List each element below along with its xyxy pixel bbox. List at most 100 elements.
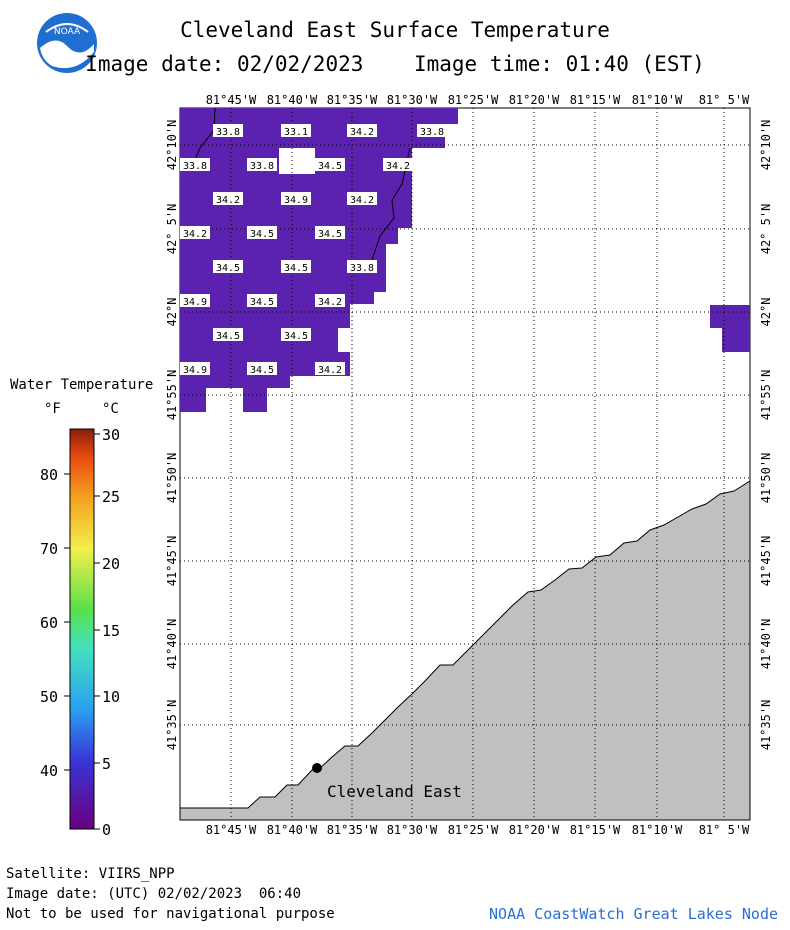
longitude-label: 81° 5'W <box>699 823 750 837</box>
reading-label: 33.8 <box>420 127 444 138</box>
latitude-label: 42°N <box>165 298 179 327</box>
disclaimer: Not to be used for navigational purpose <box>6 906 335 922</box>
reading-label: 33.8 <box>183 161 207 172</box>
reading-label: 34.5 <box>250 229 274 240</box>
longitude-label: 81°25'W <box>448 823 499 837</box>
station-label: Cleveland East <box>327 782 462 801</box>
coastline-east <box>371 147 411 261</box>
utc-date-label: Image date: (UTC) 02/02/2023 06:40 <box>6 886 302 902</box>
reading-label-box <box>347 124 377 137</box>
reading-label-box <box>281 124 311 137</box>
image-date-line: Image date: 02/02/2023 Image time: 01:40… <box>0 52 790 76</box>
latitude-label: 41°35'N <box>165 700 179 751</box>
longitude-label: 81°10'W <box>632 823 683 837</box>
data-gap <box>279 148 315 174</box>
station-marker[interactable] <box>312 763 322 773</box>
reading-label-box <box>315 158 345 171</box>
reading-label-box <box>213 124 243 137</box>
legend-label-c: 0 <box>102 821 111 839</box>
latitude-label: 42°10'N <box>759 120 773 171</box>
reading-label-box <box>315 226 345 239</box>
water-temperature-area <box>180 108 750 412</box>
map-grid <box>180 108 750 820</box>
reading-label: 33.8 <box>250 161 274 172</box>
legend-label-c: 10 <box>102 688 120 706</box>
latitude-labels-left: 42°10'N 42° 5'N 42°N 41°55'N 41°50'N 41°45'N 4… <box>165 120 179 751</box>
longitude-label: 81°20'W <box>509 93 560 107</box>
longitude-label: 81°30'W <box>387 823 438 837</box>
reading-label-box <box>281 328 311 341</box>
longitude-labels-top: 81°45'W 81°40'W 81°35'W 81°30'W 81°25'W 81°20… <box>206 93 750 107</box>
reading-label: 34.9 <box>183 365 207 376</box>
noaa-logo-icon: NOAA <box>36 12 98 74</box>
longitude-label: 81°20'W <box>509 823 560 837</box>
latitude-label: 42° 5'N <box>759 204 773 255</box>
latitude-label: 41°45'N <box>165 536 179 587</box>
satellite-label: Satellite: VIIRS_NPP <box>6 866 175 882</box>
legend-label-f: 60 <box>40 614 58 632</box>
longitude-label: 81°35'W <box>327 823 378 837</box>
longitude-label: 81°25'W <box>448 93 499 107</box>
reading-label: 34.5 <box>284 263 308 274</box>
reading-label: 34.2 <box>350 195 374 206</box>
reading-label: 34.5 <box>284 331 308 342</box>
reading-label-box <box>347 260 377 273</box>
reading-label-box <box>383 158 413 171</box>
reading-label-box <box>281 192 311 205</box>
credit-link[interactable]: NOAA CoastWatch Great Lakes Node <box>489 905 778 923</box>
latitude-label: 42°10'N <box>165 120 179 171</box>
reading-label-box <box>247 362 277 375</box>
coastline-north <box>194 107 216 161</box>
logo-text: NOAA <box>54 27 81 37</box>
longitude-label: 81°15'W <box>570 823 621 837</box>
reading-label: 34.5 <box>216 331 240 342</box>
legend-unit-f: °F <box>44 401 61 417</box>
legend-label-c: 20 <box>102 555 120 573</box>
latitude-label: 41°55'N <box>759 370 773 421</box>
legend-label-f: 70 <box>40 540 58 558</box>
temperature-readings: 33.8 33.1 34.2 33.8 33.8 33.8 34.5 34.2 34.2 34.9… <box>180 124 447 376</box>
latitude-label: 41°55'N <box>165 370 179 421</box>
longitude-label: 81°40'W <box>267 823 318 837</box>
reading-label: 33.1 <box>284 127 308 138</box>
reading-label: 34.2 <box>386 161 410 172</box>
latitude-label: 42°N <box>759 298 773 327</box>
latitude-label: 42° 5'N <box>165 204 179 255</box>
legend-label-c: 30 <box>102 426 120 444</box>
reading-label: 34.2 <box>318 365 342 376</box>
legend-title: Water Temperature <box>10 377 154 393</box>
reading-label: 34.5 <box>318 161 342 172</box>
legend-label-f: 50 <box>40 688 58 706</box>
legend-label-c: 25 <box>102 488 120 506</box>
longitude-label: 81°45'W <box>206 93 257 107</box>
longitude-label: 81°45'W <box>206 823 257 837</box>
reading-label-box <box>213 328 243 341</box>
reading-label: 34.2 <box>350 127 374 138</box>
reading-label: 33.8 <box>350 263 374 274</box>
latitude-label: 41°40'N <box>759 619 773 670</box>
page-title: Cleveland East Surface Temperature <box>180 18 610 42</box>
reading-label-box <box>213 260 243 273</box>
reading-label-box <box>247 294 277 307</box>
reading-label-box <box>180 362 210 375</box>
longitude-label: 81°10'W <box>632 93 683 107</box>
latitude-label: 41°50'N <box>165 453 179 504</box>
legend-label-c: 5 <box>102 755 111 773</box>
longitude-label: 81°40'W <box>267 93 318 107</box>
reading-label: 34.2 <box>183 229 207 240</box>
legend-label-c: 15 <box>102 622 120 640</box>
legend-label-f: 40 <box>40 762 58 780</box>
longitude-label: 81°30'W <box>387 93 438 107</box>
latitude-labels-right: 42°10'N 42° 5'N 42°N 41°55'N 41°50'N 41°45'N 4… <box>759 120 773 751</box>
reading-label-box <box>315 294 345 307</box>
latitude-label: 41°50'N <box>759 453 773 504</box>
legend-label-f: 80 <box>40 466 58 484</box>
reading-label: 34.9 <box>284 195 308 206</box>
reading-label: 33.8 <box>216 127 240 138</box>
reading-label: 34.2 <box>216 195 240 206</box>
latitude-label: 41°45'N <box>759 536 773 587</box>
reading-label-box <box>180 158 210 171</box>
reading-label-box <box>247 158 277 171</box>
